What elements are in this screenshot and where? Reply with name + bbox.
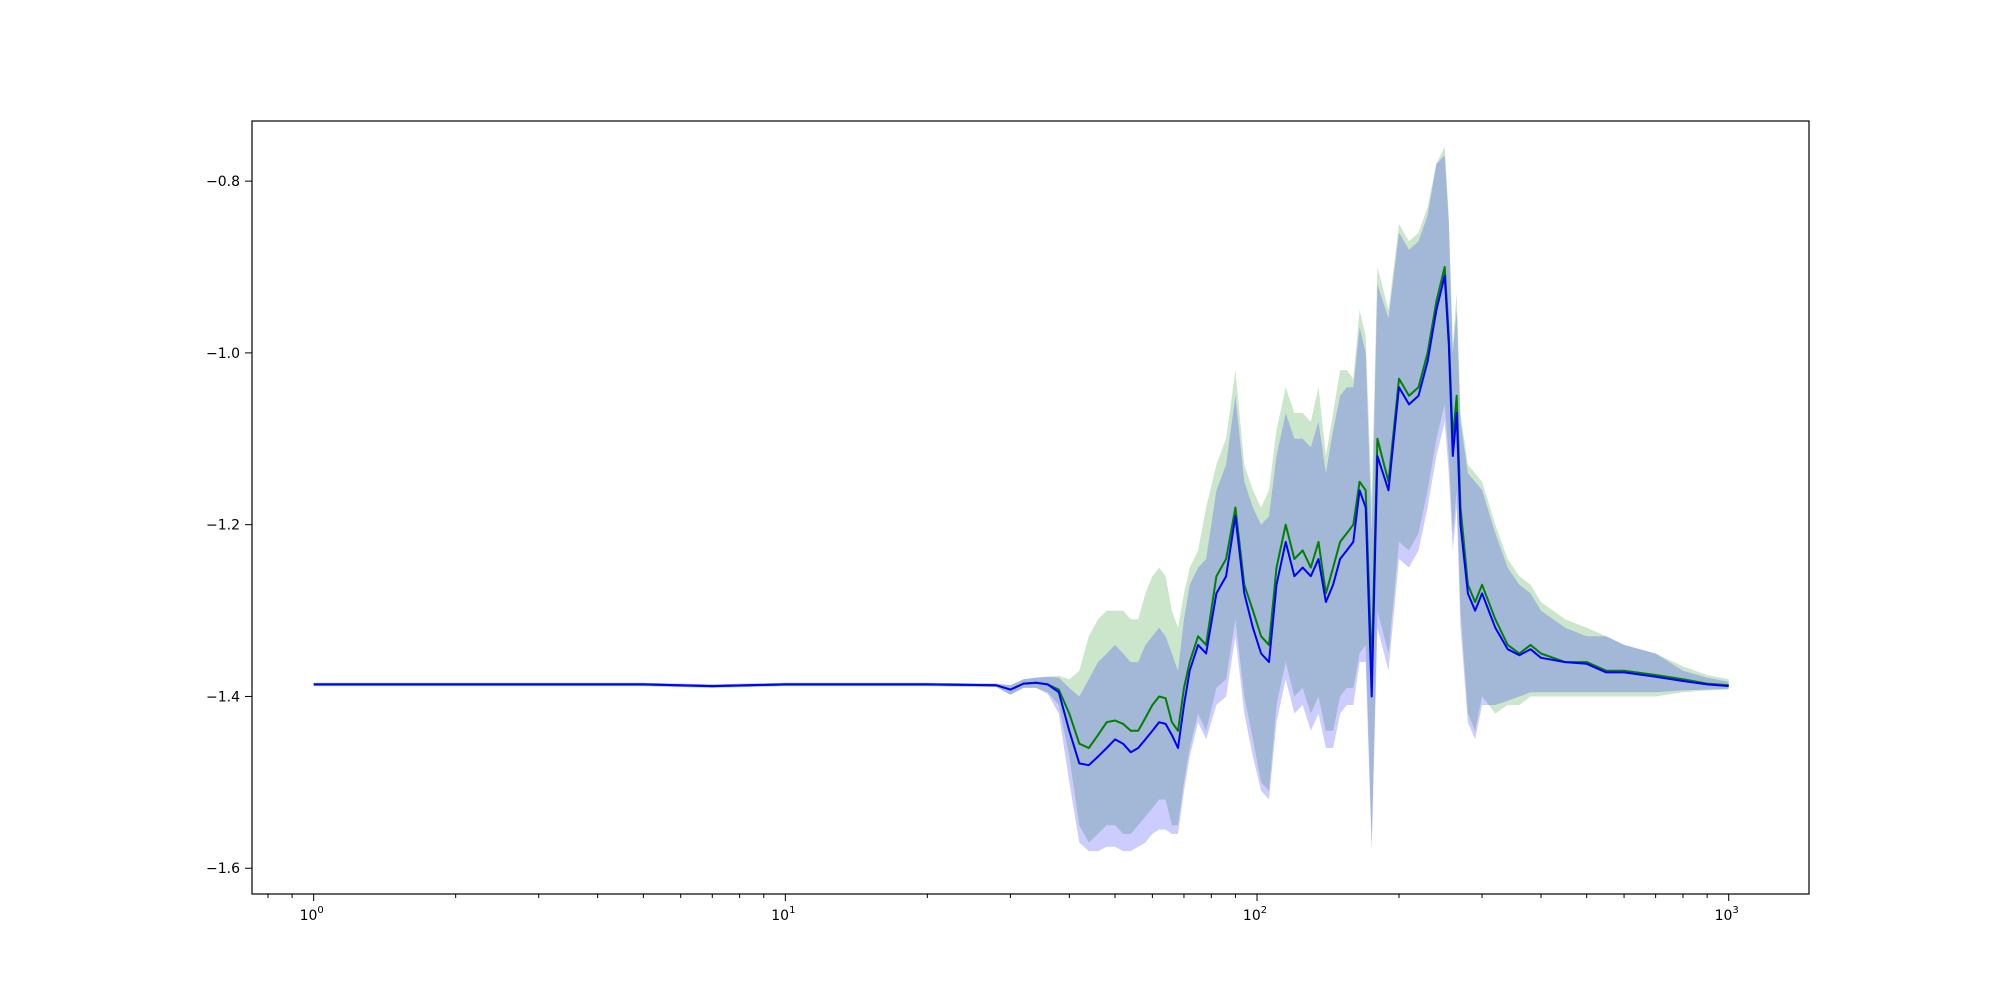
- series-lines: [313, 266, 1729, 767]
- y-tick-label: −1.4: [206, 689, 240, 705]
- confidence-band-1: [313, 146, 1729, 843]
- confidence-band-2: [313, 155, 1729, 852]
- confidence-bands: [313, 146, 1729, 852]
- y-tick-label: −1.0: [206, 346, 240, 362]
- x-tick-label: 100: [300, 905, 324, 924]
- x-tick-label: 101: [771, 905, 795, 924]
- y-axis: −1.6 −1.4 −1.2 −1.0 −0.8: [206, 174, 252, 877]
- x-axis: 100 101 102 103: [267, 894, 1739, 924]
- y-tick-label: −0.8: [206, 174, 240, 190]
- x-tick-label: 103: [1715, 905, 1739, 924]
- series-line-2: [313, 274, 1729, 767]
- y-tick-label: −1.6: [206, 861, 240, 877]
- series-line-1: [313, 266, 1729, 749]
- plot-frame: [251, 120, 1810, 895]
- y-tick-label: −1.2: [206, 518, 240, 534]
- x-tick-label: 102: [1243, 905, 1267, 924]
